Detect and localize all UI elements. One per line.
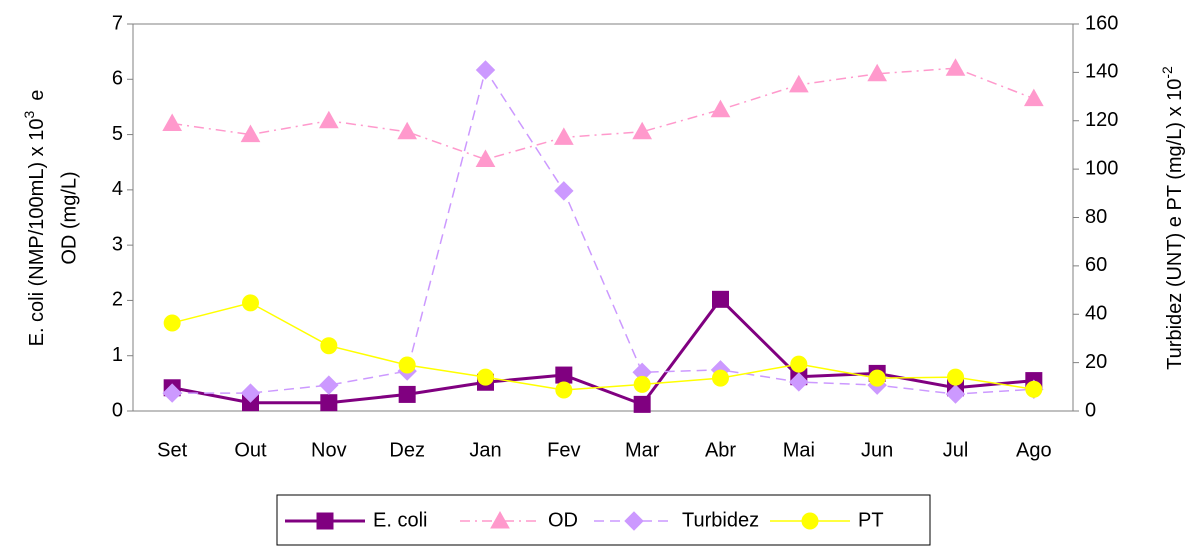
data-point [554, 181, 574, 201]
data-point [632, 121, 653, 140]
y-tick-label: 0 [112, 399, 123, 421]
data-point [162, 383, 182, 403]
data-point [397, 121, 418, 140]
data-point [477, 368, 494, 386]
y-axis-label-text: E. coli (NMP/100mL) x 10 [26, 119, 48, 347]
data-point [712, 369, 729, 387]
y2-tick-label: 20 [1085, 351, 1107, 373]
legend-marker [490, 510, 510, 529]
y-tick-label: 6 [112, 68, 123, 90]
data-point [1023, 88, 1044, 107]
y-tick-label: 7 [112, 12, 123, 34]
legend-label: OD [548, 509, 578, 531]
data-point [475, 60, 496, 80]
series-line [172, 67, 1035, 161]
data-point [320, 394, 338, 412]
data-point [947, 368, 964, 386]
y2-tick-label: 140 [1085, 61, 1118, 83]
data-point [945, 58, 966, 76]
y-tick-label: 5 [112, 123, 123, 145]
y2-tick-label: 160 [1085, 12, 1118, 34]
data-point [633, 395, 651, 413]
data-point [163, 314, 181, 332]
x-tick-label: Fev [547, 439, 580, 461]
data-point [553, 127, 574, 145]
x-tick-label: Mar [625, 439, 660, 461]
data-point [712, 290, 729, 308]
y2-axis-label-text: Turbidez (UNT) e PT (mg/L) x 10 [1164, 79, 1186, 370]
y2-axis-label: Turbidez (UNT) e PT (mg/L) x 10-2 [1159, 66, 1187, 370]
series-line [171, 297, 1034, 407]
x-tick-label: Jul [943, 439, 969, 461]
data-point [555, 381, 573, 399]
y-tick-label: 4 [112, 178, 123, 200]
x-tick-label: Dez [389, 439, 425, 461]
data-point [240, 124, 261, 143]
y-axis-label-sup: 3 [21, 111, 37, 119]
data-point [1025, 380, 1043, 398]
data-point [555, 366, 573, 384]
y-axis-label-suffix: e [26, 90, 48, 101]
y2-tick-label: 100 [1085, 157, 1118, 179]
legend-label: E. coli [373, 509, 427, 531]
y2-tick-label: 60 [1085, 254, 1107, 276]
x-tick-label: Jun [861, 439, 893, 461]
data-point [319, 375, 339, 395]
legend-label: PT [858, 509, 884, 531]
y2-axis-label-sup: -2 [1159, 66, 1175, 79]
data-point [867, 63, 888, 82]
legend-label: Turbidez [682, 509, 759, 531]
data-point [710, 99, 731, 118]
x-tick-label: Abr [705, 439, 736, 461]
x-tick-label: Jan [469, 439, 501, 461]
legend-marker [801, 512, 819, 530]
y2-tick-label: 120 [1085, 109, 1118, 131]
plot-frame [132, 23, 1074, 412]
y-axis-label: E. coli (NMP/100mL) x 103 e [21, 90, 49, 347]
x-tick-label: Nov [311, 439, 347, 461]
legend-marker [624, 511, 644, 531]
data-point [790, 355, 808, 373]
data-point [320, 337, 338, 355]
x-tick-label: Out [234, 439, 267, 461]
data-point [868, 369, 886, 387]
y2-tick-label: 0 [1085, 399, 1096, 421]
y-tick-label: 3 [112, 233, 123, 255]
data-point [789, 372, 809, 392]
data-point [240, 383, 261, 403]
series-line [172, 68, 1034, 395]
x-tick-label: Ago [1016, 439, 1052, 461]
data-point [318, 110, 339, 129]
y-axis-label-line2: OD (mg/L) [58, 171, 80, 264]
y-tick-label: 1 [112, 344, 123, 366]
data-point [398, 385, 416, 403]
data-point [242, 294, 259, 312]
data-point [162, 113, 183, 132]
y2-tick-label: 80 [1085, 206, 1107, 228]
data-point [398, 356, 416, 374]
y-tick-label: 2 [112, 289, 123, 311]
data-point [475, 149, 496, 167]
data-point [945, 384, 966, 404]
legend-box [276, 494, 931, 546]
x-tick-label: Set [157, 439, 187, 461]
legend-marker [316, 512, 334, 530]
data-point [788, 74, 809, 93]
y2-tick-label: 40 [1085, 303, 1107, 325]
series-line [171, 302, 1034, 391]
x-tick-label: Mai [783, 439, 815, 461]
data-point [633, 375, 651, 393]
